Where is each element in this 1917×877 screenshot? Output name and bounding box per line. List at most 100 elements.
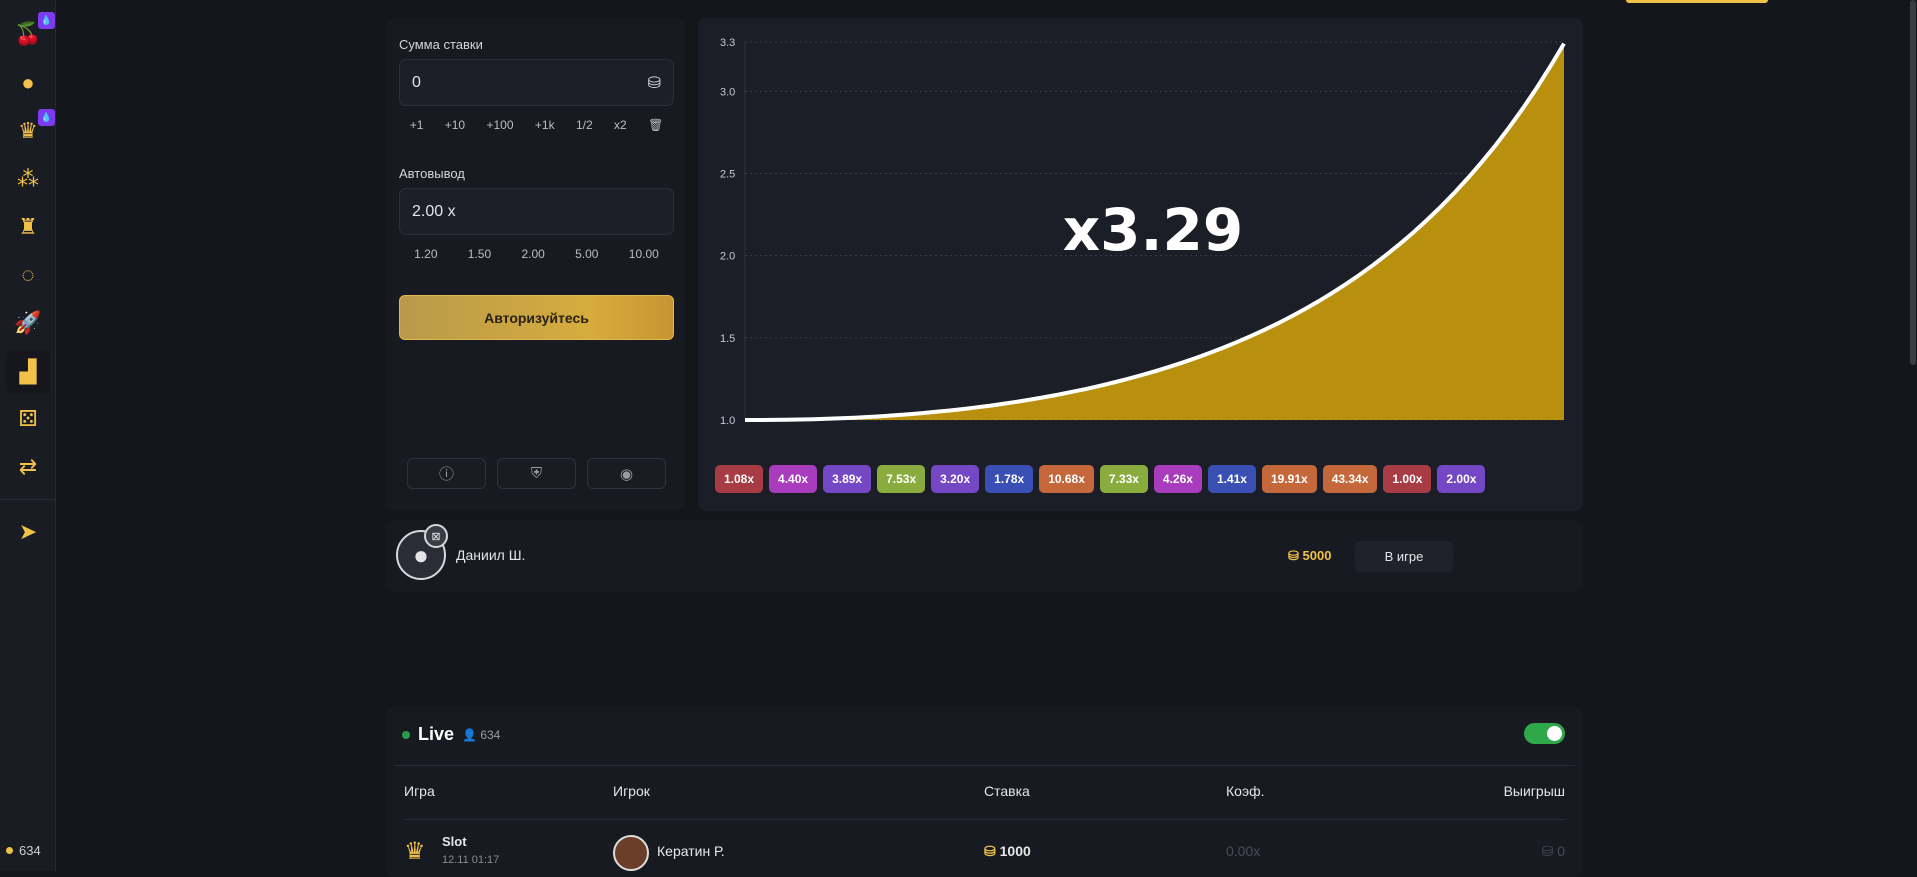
hot-badge-icon: 💧 bbox=[38, 109, 55, 126]
live-indicator-icon bbox=[402, 730, 410, 739]
quick-button[interactable]: 1.50 bbox=[467, 247, 492, 261]
quick-button[interactable]: +1 bbox=[409, 118, 424, 132]
wheel-icon: ◌ bbox=[21, 262, 35, 287]
bet-amount-value: 0 bbox=[412, 73, 421, 91]
sidebar-item-fruit[interactable]: ● bbox=[6, 61, 50, 105]
sidebar-item-wheel[interactable]: ◌ bbox=[6, 253, 50, 297]
info-button[interactable]: ⓘ bbox=[407, 458, 486, 489]
quick-button[interactable]: 10.00 bbox=[628, 247, 659, 261]
bet-amount-label: Сумма ставки bbox=[399, 37, 483, 52]
history-chip[interactable]: 7.53x bbox=[877, 465, 926, 493]
player-bet: ⛁ 5000 bbox=[1288, 548, 1332, 563]
visibility-button[interactable]: ◉ bbox=[587, 458, 666, 489]
game-name: Slot bbox=[442, 834, 467, 849]
quick-button[interactable]: x2 bbox=[614, 118, 627, 132]
chart-bars-icon: ▟ bbox=[19, 359, 37, 384]
login-button[interactable]: Авторизуйтесь bbox=[399, 295, 674, 340]
history-chip[interactable]: 19.91x bbox=[1261, 465, 1317, 493]
history-chip[interactable]: 3.20x bbox=[931, 465, 980, 493]
quick-button[interactable]: +100 bbox=[486, 118, 514, 132]
quick-button[interactable]: 5.00 bbox=[575, 247, 599, 261]
history-chip[interactable]: 43.34x bbox=[1322, 465, 1378, 493]
coin-icon: ⛁ bbox=[1541, 843, 1554, 859]
sidebar: 🍒 💧 ● ♛ 💧 ⁂ ♜ ◌ 🚀 ▟ ⚄ ⇄ ➤ bbox=[0, 0, 56, 871]
top-action-button[interactable] bbox=[1626, 0, 1768, 3]
player-bet-value: 5000 bbox=[1302, 548, 1332, 563]
history-chip[interactable]: 2.00x bbox=[1437, 465, 1486, 493]
crash-chart-panel: 1.0 1.5 2.0 2.5 3.0 3.3 x3.29 1.08x 4.40x 3.89x 7… bbox=[698, 18, 1583, 511]
bet-time: 12.11 01:17 bbox=[442, 854, 500, 866]
auto-cashout-quick-buttons: 1.20 1.50 2.00 5.00 10.00 bbox=[399, 239, 674, 269]
scrollbar[interactable] bbox=[1910, 0, 1916, 365]
coins-icon: ⛁ bbox=[647, 74, 661, 92]
auto-cashout-input[interactable]: 2.00 x bbox=[399, 188, 674, 235]
column-coef: Коэф. bbox=[1226, 783, 1265, 799]
crown-icon: ♛ bbox=[18, 118, 38, 143]
player-status: В игре bbox=[1355, 541, 1453, 572]
bet-quick-buttons: +1 +10 +100 +1k 1/2 x2 🗑 bbox=[399, 110, 674, 140]
cherry-icon: 🍒 bbox=[14, 21, 42, 46]
sidebar-item-rocket[interactable]: 🚀 bbox=[6, 301, 50, 345]
quick-button[interactable]: +1k bbox=[534, 118, 555, 132]
sidebar-item-crown[interactable]: ♛ bbox=[6, 109, 50, 153]
live-count: 👤 634 bbox=[462, 727, 501, 742]
y-tick-label: 1.0 bbox=[720, 415, 735, 427]
quick-button[interactable]: 1.20 bbox=[414, 247, 438, 261]
coef-value: 0.00x bbox=[1226, 843, 1261, 859]
avatar bbox=[613, 835, 649, 871]
history-chip[interactable]: 4.40x bbox=[769, 465, 818, 493]
sidebar-divider bbox=[0, 499, 56, 500]
history-chip[interactable]: 1.08x bbox=[715, 465, 764, 493]
crown-icon: ♛ bbox=[404, 838, 426, 865]
column-bet: Ставка bbox=[984, 783, 1030, 799]
coin-icon: ⛁ bbox=[984, 843, 996, 859]
bet-amount-input[interactable]: 0 ⛁ bbox=[399, 59, 674, 106]
divider bbox=[404, 819, 1565, 820]
history-chip[interactable]: 1.41x bbox=[1207, 465, 1256, 493]
player-name: Кератин Р. bbox=[657, 843, 725, 859]
rank-badge-icon: ⊠ bbox=[424, 524, 448, 548]
player-row: ● ⊠ Даниил Ш. ⛁ 5000 В игре bbox=[386, 520, 1583, 592]
shield-icon: ⛨ bbox=[530, 465, 543, 482]
hot-badge-icon: 💧 bbox=[38, 12, 55, 29]
eye-icon: ◉ bbox=[619, 465, 634, 483]
history-chip[interactable]: 1.00x bbox=[1383, 465, 1432, 493]
sidebar-item-tower[interactable]: ♜ bbox=[6, 205, 50, 249]
sidebar-item-cherry[interactable]: 🍒 bbox=[6, 12, 50, 56]
coin-icon bbox=[6, 847, 13, 854]
history-chip[interactable]: 4.26x bbox=[1153, 465, 1202, 493]
live-title: Live bbox=[418, 724, 455, 744]
auto-cashout-label: Автовывод bbox=[399, 166, 465, 181]
multiplier-history: 1.08x 4.40x 3.89x 7.53x 3.20x 1.78x 10.68x 7.33… bbox=[715, 465, 1486, 493]
clear-icon[interactable]: 🗑 bbox=[648, 118, 664, 132]
online-count: 634 bbox=[19, 843, 41, 858]
rocket-icon: 🚀 bbox=[14, 310, 42, 335]
tower-icon: ♜ bbox=[18, 214, 38, 239]
current-multiplier: x3.29 bbox=[1063, 196, 1244, 264]
live-toggle[interactable] bbox=[1524, 723, 1565, 744]
online-counter: 634 bbox=[6, 843, 41, 858]
live-count-value: 634 bbox=[480, 727, 501, 742]
fairness-button[interactable]: ⛨ bbox=[497, 458, 576, 489]
column-win: Выигрыш bbox=[1503, 783, 1565, 799]
multiplier-curve bbox=[745, 42, 1566, 422]
info-icon: ⓘ bbox=[438, 466, 454, 483]
bet-panel: Сумма ставки 0 ⛁ +1 +10 +100 +1k 1/2 x2 🗑 Автов… bbox=[386, 18, 685, 511]
y-tick-label: 3.0 bbox=[720, 86, 735, 98]
sidebar-item-chart-bars[interactable]: ▟ bbox=[6, 350, 50, 394]
y-tick-label: 2.0 bbox=[720, 251, 735, 263]
quick-button[interactable]: 1/2 bbox=[575, 118, 593, 132]
history-chip[interactable]: 7.33x bbox=[1099, 465, 1148, 493]
history-chip[interactable]: 10.68x bbox=[1039, 465, 1094, 493]
sidebar-item-coins-swap[interactable]: ⇄ bbox=[6, 445, 50, 489]
history-chip[interactable]: 1.78x bbox=[985, 465, 1034, 493]
telegram-icon[interactable]: ➤ bbox=[18, 519, 38, 544]
sidebar-item-pyramid-balls[interactable]: ⁂ bbox=[6, 157, 50, 201]
auto-cashout-value: 2.00 x bbox=[412, 202, 456, 220]
dice-icon: ⚄ bbox=[18, 406, 38, 431]
quick-button[interactable]: +10 bbox=[444, 118, 466, 132]
sidebar-item-dice[interactable]: ⚄ bbox=[6, 397, 50, 441]
quick-button[interactable]: 2.00 bbox=[521, 247, 545, 261]
y-tick-label: 3.3 bbox=[720, 37, 735, 49]
history-chip[interactable]: 3.89x bbox=[823, 465, 872, 493]
